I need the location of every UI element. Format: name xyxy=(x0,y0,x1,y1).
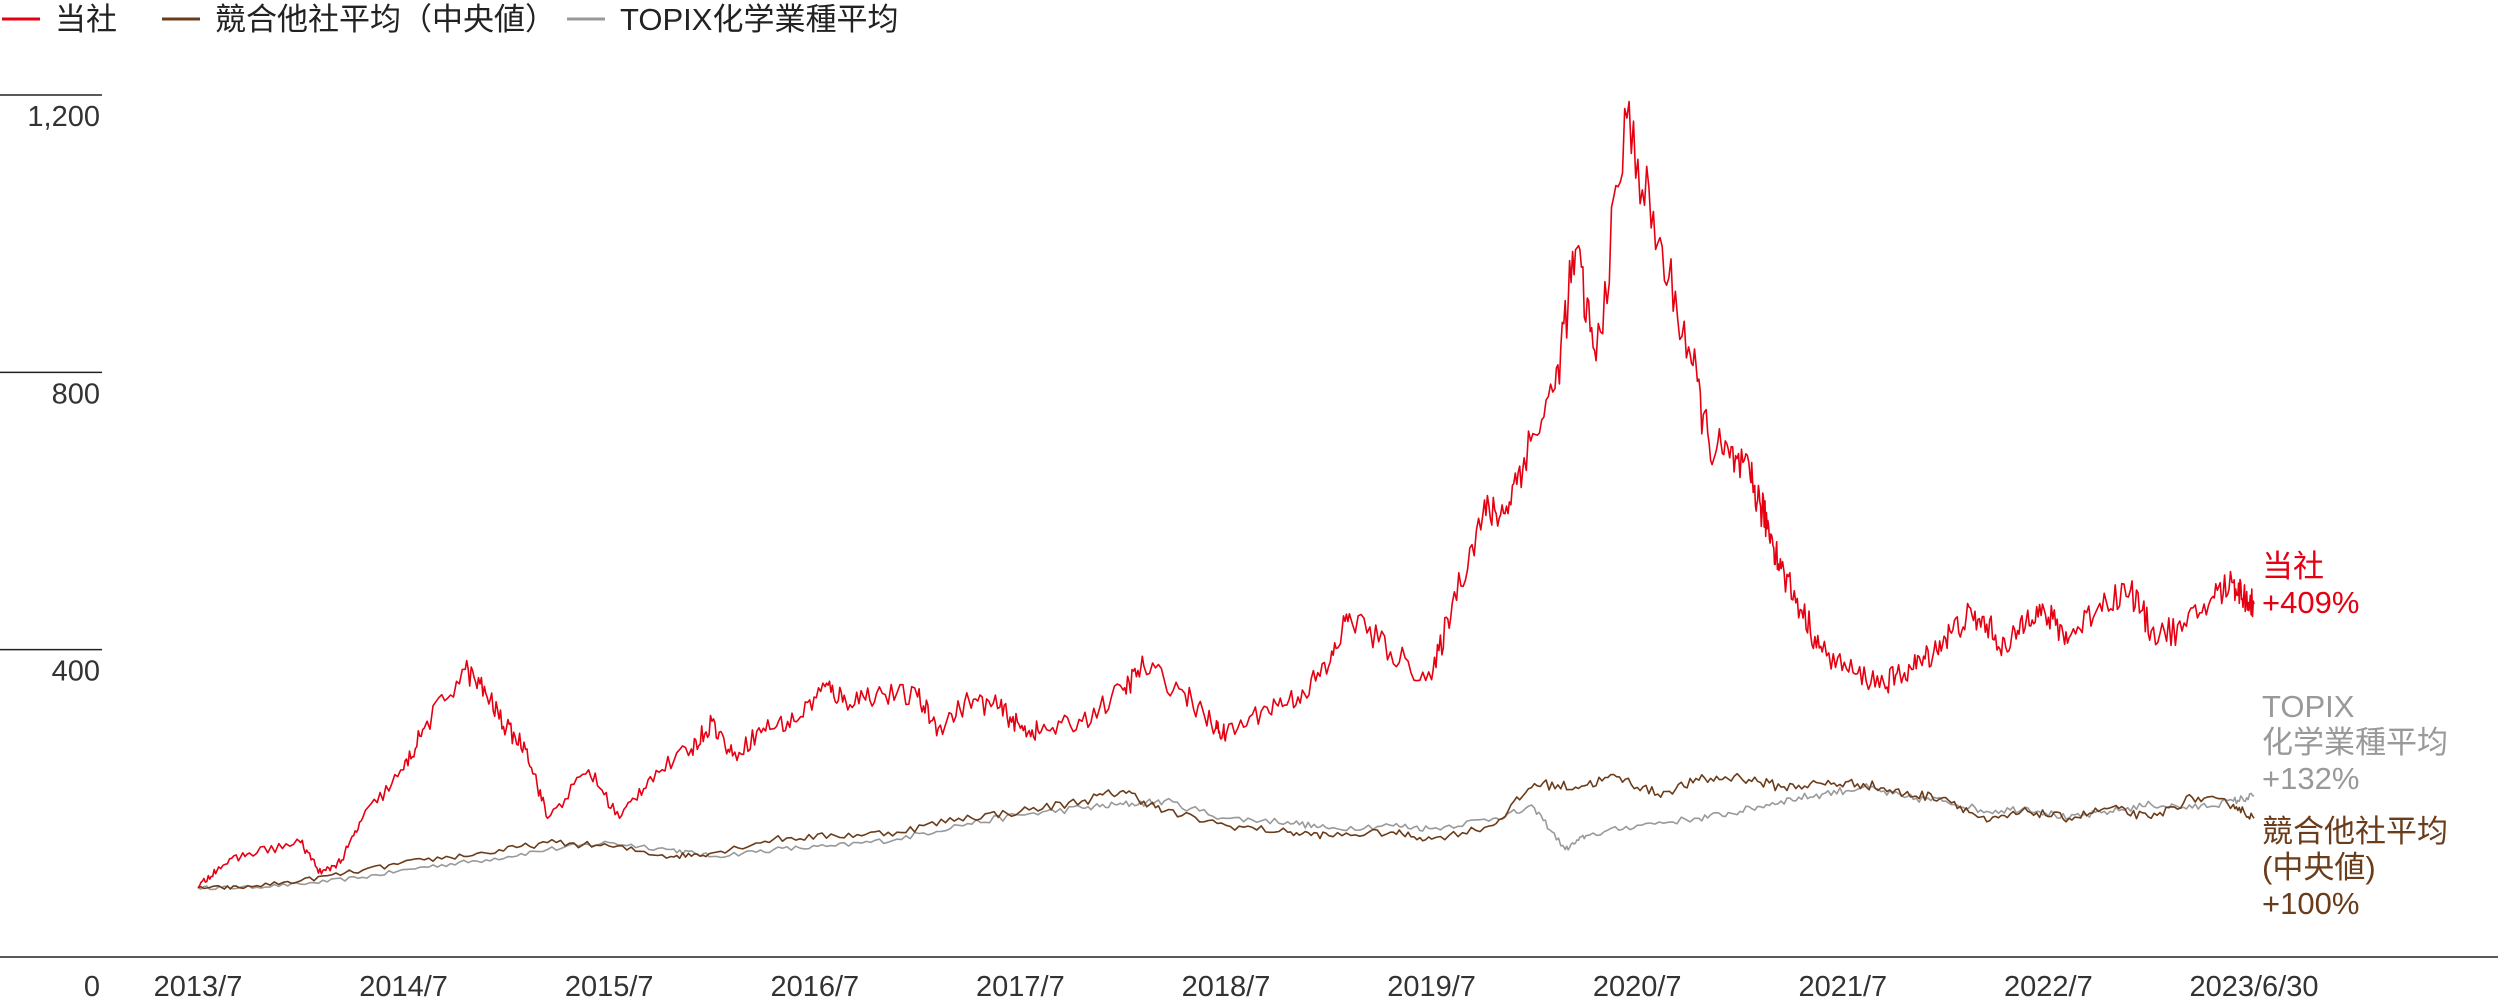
x-tick-label-5: 2018/7 xyxy=(1182,971,1271,998)
y-tick-label-1: 400 xyxy=(52,656,100,688)
x-tick-label-9: 2022/7 xyxy=(2004,971,2093,998)
end-label-0-0: 当社 xyxy=(2262,549,2324,584)
legend-label-2: TOPIX化学業種平均 xyxy=(620,2,898,37)
y-axis: 0 400 800 1,200 xyxy=(0,94,102,998)
x-tick-label-10: 2023/6/30 xyxy=(2189,971,2318,998)
end-label-1-0: 競合他社平均 xyxy=(2262,814,2448,849)
legend-label-1: 競合他社平均（中央値） xyxy=(215,2,556,37)
end-label-1-2: +100% xyxy=(2262,886,2359,921)
y-tick-label-3: 1,200 xyxy=(27,101,100,133)
x-tick-label-8: 2021/7 xyxy=(1798,971,1887,998)
x-tick-label-6: 2019/7 xyxy=(1387,971,1476,998)
x-tick-label-2: 2015/7 xyxy=(565,971,654,998)
legend: 当社 競合他社平均（中央値） TOPIX化学業種平均 xyxy=(2,2,898,37)
series-lines xyxy=(197,100,2255,891)
x-tick-label-0: 2013/7 xyxy=(154,971,243,998)
x-tick-label-4: 2017/7 xyxy=(976,971,1065,998)
end-labels: 当社+409% 競合他社平均(中央値)+100% TOPIX化学業種平均+132% xyxy=(2262,549,2448,921)
x-tick-label-1: 2014/7 xyxy=(359,971,448,998)
series-line-2 xyxy=(197,783,2255,891)
y-tick-label-2: 800 xyxy=(52,378,100,410)
x-axis: 2013/7 2014/7 2015/7 2016/7 2017/7 2018/7 2019… xyxy=(0,956,2498,998)
legend-label-0: 当社 xyxy=(55,2,117,37)
x-tick-label-3: 2016/7 xyxy=(770,971,859,998)
end-label-0-1: +409% xyxy=(2262,585,2359,620)
end-label-2-1: 化学業種平均 xyxy=(2262,725,2448,760)
series-line-0 xyxy=(197,100,2255,889)
y-tick-label-0: 0 xyxy=(84,971,100,998)
series-line-1 xyxy=(197,772,2255,890)
end-label-2-0: TOPIX xyxy=(2262,689,2355,724)
end-label-1-1: (中央値) xyxy=(2262,850,2376,885)
x-tick-label-7: 2020/7 xyxy=(1593,971,1682,998)
end-label-2-2: +132% xyxy=(2262,761,2359,796)
